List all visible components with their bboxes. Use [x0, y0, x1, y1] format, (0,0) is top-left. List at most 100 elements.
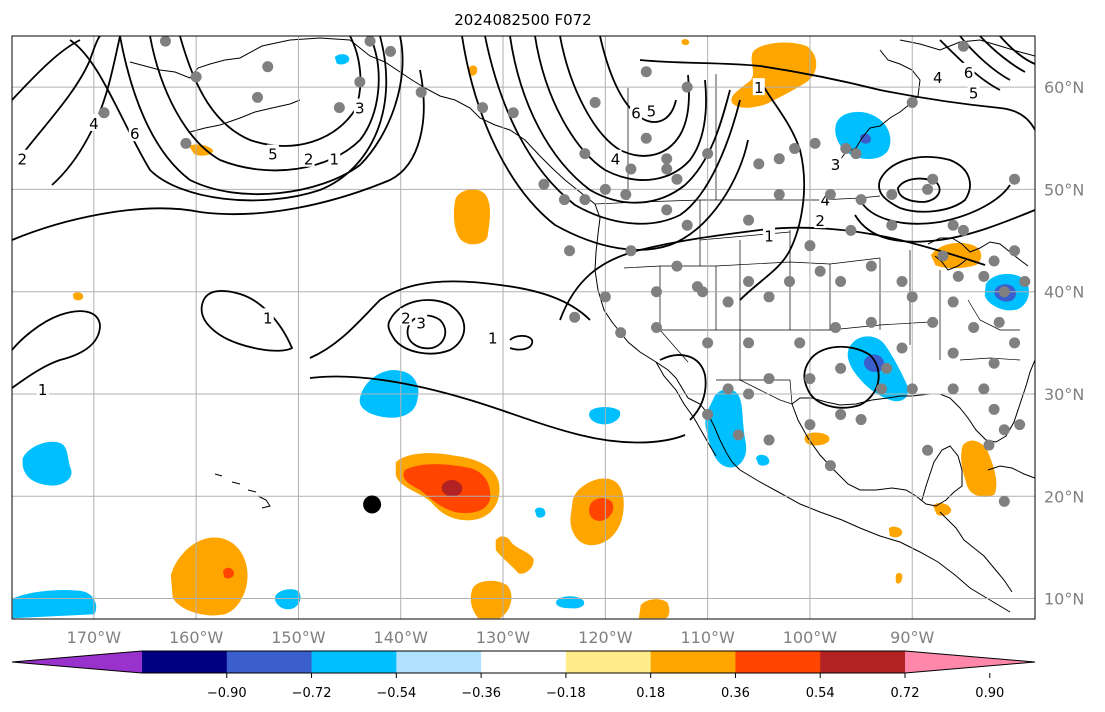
station-dot: [804, 240, 816, 252]
station-dot: [794, 337, 806, 349]
colorbar-extend-low: [12, 651, 142, 673]
colorbar-segment: [820, 651, 906, 673]
station-dot: [681, 219, 693, 231]
contour-label: 6: [130, 125, 140, 143]
colorbar-outline: [11, 650, 1036, 674]
station-dot: [804, 419, 816, 431]
station-dot: [180, 137, 192, 149]
station-dot: [661, 163, 673, 175]
positive-anomaly-patch: [959, 439, 998, 499]
contour-label-bg: [353, 98, 366, 116]
contour-label-bg: [16, 149, 29, 167]
station-dot: [845, 224, 857, 236]
station-dot: [671, 260, 683, 272]
station-dot: [773, 153, 785, 165]
colorbar-segment: [481, 651, 567, 673]
contour-label: 5: [647, 103, 657, 121]
station-dot: [620, 189, 632, 201]
contour-label: 1: [263, 309, 273, 327]
latitude-tick-label: 40°N: [1044, 283, 1084, 302]
negative-anomaly-patch: [12, 588, 98, 619]
map-title: 2024082500 F072: [454, 11, 591, 29]
station-dot: [1019, 275, 1031, 287]
contour-label: 5: [969, 84, 979, 102]
contour-label: 3: [416, 314, 426, 332]
colorbar-tick-label: −0.18: [546, 686, 586, 701]
contour-label: 1: [764, 227, 774, 245]
station-dot: [538, 178, 550, 190]
station-dot: [824, 460, 836, 472]
station-dot: [865, 316, 877, 328]
station-dot: [993, 316, 1005, 328]
contour-label: 2: [815, 212, 825, 230]
station-dot: [702, 408, 714, 420]
contour-label: 4: [821, 192, 831, 210]
station-dot: [947, 296, 959, 308]
station-dot: [732, 429, 744, 441]
station-dot: [477, 102, 489, 114]
positive-anomaly-patch: [894, 571, 904, 586]
contour-label: 4: [89, 115, 99, 133]
contour-label-bg: [962, 62, 975, 80]
station-dot: [722, 383, 734, 395]
positive-anomaly-patch: [729, 40, 818, 110]
station-dot: [789, 143, 801, 155]
colorbar-tick-label: 0.18: [636, 686, 665, 701]
contour-label: 3: [355, 100, 365, 118]
positive-anomaly-patch: [441, 480, 463, 497]
station-dot: [922, 183, 934, 195]
station-dot: [906, 383, 918, 395]
longitude-tick-label: 100°W: [783, 628, 838, 647]
station-dot: [252, 91, 264, 103]
station-dot: [876, 383, 888, 395]
station-dot: [763, 434, 775, 446]
station-dot: [855, 414, 867, 426]
contour-label: 1: [38, 381, 48, 399]
station-dot: [998, 495, 1010, 507]
station-dot: [835, 362, 847, 374]
contour-label: 6: [631, 105, 641, 123]
contour-label-bg: [752, 78, 765, 96]
negative-anomaly-patch: [273, 587, 302, 611]
station-dot: [364, 36, 376, 47]
contour-label-bg: [399, 308, 412, 326]
station-dot: [906, 291, 918, 303]
contour-label: 4: [611, 151, 621, 169]
station-dot: [262, 61, 274, 73]
longitude-tick-label: 110°W: [680, 628, 735, 647]
station-dot: [947, 383, 959, 395]
contour-label-bg: [829, 154, 842, 172]
station-dot: [159, 36, 171, 47]
longitude-tick-label: 170°W: [67, 628, 122, 647]
contour-label-bg: [328, 149, 341, 167]
contour-label: 2: [17, 151, 27, 169]
positive-anomaly-patch: [887, 525, 904, 539]
station-dot: [957, 224, 969, 236]
colorbar-tick-label: 0.72: [891, 686, 920, 701]
colorbar-tick-label: −0.90: [207, 686, 247, 701]
station-dot: [1009, 173, 1021, 185]
station-dot: [354, 76, 366, 88]
colorbar-tick-label: −0.36: [461, 686, 501, 701]
latitude-tick-label: 10°N: [1044, 590, 1084, 609]
contour-label: 5: [268, 146, 278, 164]
station-dot: [952, 270, 964, 282]
station-dot: [983, 439, 995, 451]
colorbar-segment: [311, 651, 397, 673]
colorbar-tick-label: 0.90: [975, 686, 1004, 701]
negative-anomaly-patch: [333, 52, 351, 66]
negative-anomaly-patch: [21, 440, 73, 488]
longitude-tick-label: 130°W: [476, 628, 531, 647]
negative-anomaly-patch: [533, 506, 547, 520]
contour-label-bg: [87, 113, 100, 131]
colorbar-tick-label: −0.72: [292, 686, 332, 701]
station-dot: [783, 275, 795, 287]
station-dot: [599, 291, 611, 303]
station-dots: [98, 36, 1035, 507]
station-dot: [1009, 337, 1021, 349]
station-dot: [579, 148, 591, 160]
negative-anomaly-patch: [587, 405, 622, 426]
station-dot: [625, 245, 637, 257]
station-dot: [814, 265, 826, 277]
